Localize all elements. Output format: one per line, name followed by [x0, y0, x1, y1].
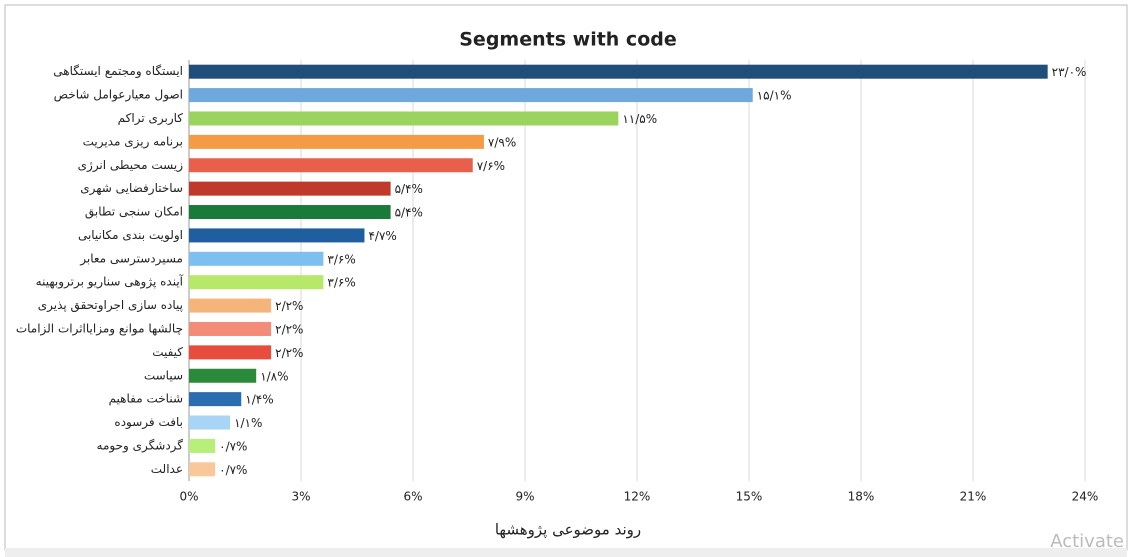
bar: [189, 228, 365, 243]
x-tick-label: 3%: [291, 490, 310, 504]
value-label: ۰/۷%: [219, 463, 247, 477]
x-tick-label: 21%: [960, 490, 987, 504]
y-tick-label: زیست محیطی انرژی: [78, 158, 184, 173]
y-tick-label: کاربری تراکم: [118, 111, 184, 126]
value-label: ۷/۶%: [477, 159, 505, 173]
y-tick-label: اصول معیارعوامل شاخص: [54, 88, 183, 103]
y-tick-label: ساختارفضایی شهری: [80, 181, 183, 196]
value-label: ۲۳/۰%: [1052, 65, 1087, 79]
bar: [189, 251, 324, 266]
x-axis-title: روند موضوعی پژوهشها: [495, 521, 641, 540]
bar: [189, 275, 324, 290]
y-tick-label: ایستگاه ومجتمع ایستگاهی: [53, 64, 183, 79]
y-tick-label: شناخت مفاهیم: [109, 392, 183, 406]
x-tick-label: 6%: [403, 490, 422, 504]
y-tick-label: پیاده سازی اجراوتحقق پذیری: [38, 298, 183, 313]
bar: [189, 111, 619, 126]
value-label: ۴/۷%: [368, 229, 396, 243]
bar: [189, 392, 242, 407]
bar: [189, 462, 216, 477]
bar: [189, 368, 257, 383]
bar: [189, 415, 231, 430]
bar: [189, 158, 473, 173]
value-label: ۲/۲%: [275, 346, 303, 360]
value-label: ۱۱/۵%: [622, 112, 657, 126]
bar: [189, 181, 391, 196]
y-tick-label: امکان سنجی تطابق: [85, 205, 183, 220]
value-label: ۵/۴%: [395, 206, 423, 220]
bar: [189, 134, 484, 149]
y-tick-label: کیفیت: [152, 345, 183, 359]
y-tick-label: گردشگری وحومه: [97, 438, 184, 453]
value-label: ۰/۷%: [219, 439, 247, 453]
y-tick-label: بافت فرسوده: [114, 415, 183, 430]
value-label: ۱۵/۱%: [757, 89, 792, 103]
value-label: ۲/۲%: [275, 299, 303, 313]
x-tick-label: 24%: [1072, 490, 1099, 504]
value-label: ۱/۴%: [245, 393, 273, 407]
x-tick-label: 15%: [736, 490, 763, 504]
y-tick-label: مسیردسترسی معابر: [79, 251, 183, 266]
bottom-strip: [5, 548, 1127, 557]
y-tick-label: چالشها موانع ومزایااثرات الزامات: [16, 321, 183, 336]
y-tick-label: برنامه ریزی مدیریت: [83, 134, 183, 149]
value-label: ۱/۱%: [234, 416, 262, 430]
value-label: ۲/۲%: [275, 322, 303, 336]
value-label: ۱/۸%: [260, 369, 288, 383]
y-tick-label: عدالت: [151, 462, 183, 476]
watermark: Activate: [1050, 531, 1124, 552]
value-label: ۳/۶%: [327, 276, 355, 290]
x-tick-label: 18%: [848, 490, 875, 504]
bar: [189, 205, 391, 220]
bar: [189, 298, 272, 313]
bar: [189, 438, 216, 453]
bar: [189, 88, 753, 103]
bar: [189, 64, 1048, 79]
y-tick-label: سیاست: [144, 368, 183, 382]
value-label: ۵/۴%: [395, 182, 423, 196]
value-label: ۷/۹%: [488, 135, 516, 149]
bar: [189, 345, 272, 360]
x-tick-label: 0%: [179, 490, 198, 504]
chart-title: Segments with code: [459, 29, 676, 51]
y-tick-label: آینده پژوهی سناریو برتروبهینه: [36, 274, 184, 290]
value-label: ۳/۶%: [327, 252, 355, 266]
x-tick-label: 12%: [624, 490, 651, 504]
x-tick-label: 9%: [515, 490, 534, 504]
bar: [189, 321, 272, 336]
y-tick-label: اولویت بندی مکانیابی: [78, 228, 183, 243]
